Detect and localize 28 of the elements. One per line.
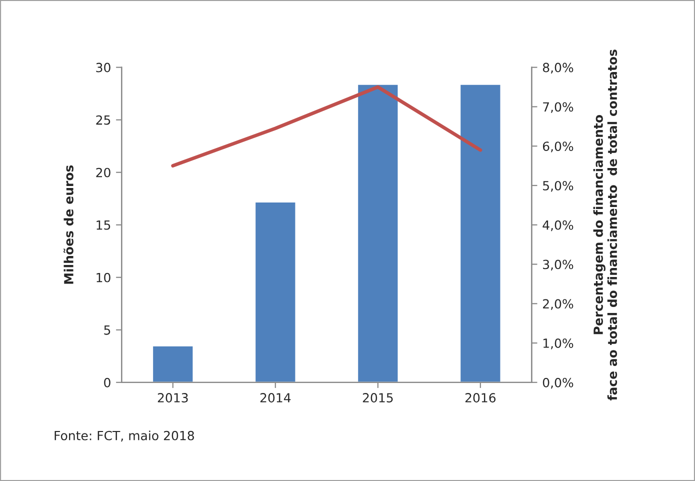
y-tick-label: 30 xyxy=(96,62,110,72)
x-tick-label: 2016 xyxy=(465,393,496,402)
line-series xyxy=(171,85,482,168)
y2-tick-label: 0,0% xyxy=(542,378,574,389)
x-tick-label: 2014 xyxy=(260,393,291,402)
bar xyxy=(254,201,297,382)
y-tick-label: 25 xyxy=(96,115,110,125)
y2-tick-label: 3,0% xyxy=(543,260,574,270)
bar xyxy=(152,344,194,382)
y2-tick-label: 2,0% xyxy=(543,299,574,310)
y2-tick-label: 7,0% xyxy=(543,102,574,113)
y2-axis-title: Percentagem do financiamento face ao total do financiamento de total contratos xyxy=(593,50,618,400)
y-tick-label: 20 xyxy=(96,168,110,178)
y2-tick-label: 4,0% xyxy=(542,220,574,232)
bar xyxy=(459,83,502,382)
bar xyxy=(356,83,400,382)
y-tick-label: 15 xyxy=(96,220,110,230)
y-axis-title: Milhões de euros xyxy=(64,165,74,284)
y2-tick-label: 5,0% xyxy=(543,180,574,192)
y-tick-label: 10 xyxy=(96,272,110,282)
y2-tick-label: 1,0% xyxy=(543,338,574,350)
y-tick-label: 0 xyxy=(104,378,110,388)
source-note: Fonte: FCT, maio 2018 xyxy=(54,430,194,442)
x-tick-label: 2015 xyxy=(362,393,393,402)
y2-tick-label: 6,0% xyxy=(542,142,574,152)
y2-tick-label: 8,0% xyxy=(542,62,574,74)
y-tick-label: 5 xyxy=(104,326,110,335)
x-tick-label: 2013 xyxy=(158,393,188,402)
